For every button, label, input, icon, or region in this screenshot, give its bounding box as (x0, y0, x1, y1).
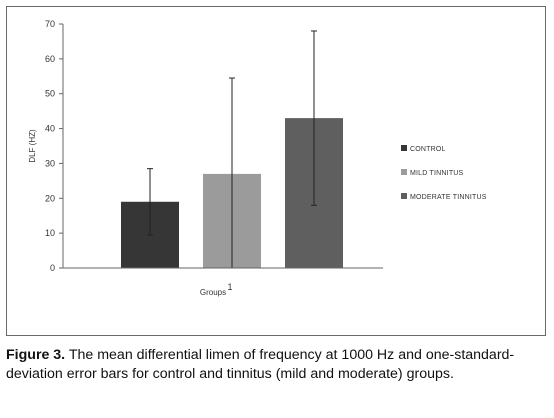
y-tick-label: 0 (50, 263, 55, 273)
y-tick-label: 10 (45, 228, 55, 238)
legend-label: CONTROL (410, 146, 446, 153)
y-tick-label: 30 (45, 158, 55, 168)
chart-frame: 0 10 20 30 40 50 60 70 DLF (HZ) 1 Groups CONTRO… (6, 6, 546, 336)
bar-chart: 0 10 20 30 40 50 60 70 DLF (HZ) 1 Groups CONTRO… (28, 19, 487, 297)
y-tick-label: 50 (45, 89, 55, 99)
legend-label: MILD TINNITUS (410, 170, 464, 177)
legend-swatch (401, 169, 407, 175)
legend-swatch (401, 145, 407, 151)
y-tick-label: 70 (45, 19, 55, 29)
x-tick-label: 1 (227, 282, 232, 292)
y-tick-label: 60 (45, 54, 55, 64)
y-tick-label: 40 (45, 124, 55, 134)
error-bar (147, 168, 153, 236)
x-axis-label: Groups (200, 288, 226, 297)
error-bar (311, 30, 317, 206)
caption-text: The mean differential limen of frequency… (6, 347, 515, 382)
legend-swatch (401, 193, 407, 199)
caption-label: Figure 3. (6, 347, 66, 363)
y-tick-label: 20 (45, 193, 55, 203)
legend: CONTROL MILD TINNITUS MODERATE TINNITUS (401, 145, 487, 201)
y-axis-label: DLF (HZ) (28, 129, 37, 163)
legend-label: MODERATE TINNITUS (410, 194, 487, 201)
figure-caption: Figure 3. The mean differential limen of… (6, 346, 548, 384)
y-axis-ticks: 0 10 20 30 40 50 60 70 (45, 19, 63, 273)
